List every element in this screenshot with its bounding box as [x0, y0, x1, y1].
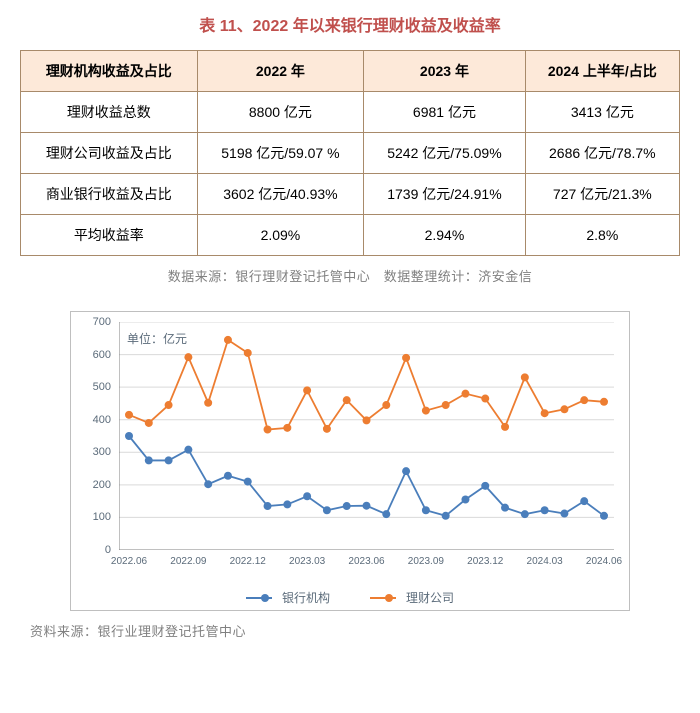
table-cell: 理财公司收益及占比: [21, 133, 198, 174]
table-cell: 平均收益率: [21, 215, 198, 256]
table-cell: 2686 亿元/78.7%: [525, 133, 679, 174]
line-chart: 单位：亿元 0100200300400500600700 2022.062022…: [70, 311, 630, 611]
table-row: 理财收益总数8800 亿元6981 亿元3413 亿元: [21, 92, 680, 133]
table-cell: 2.94%: [364, 215, 525, 256]
legend-label: 银行机构: [282, 589, 330, 606]
table-cell: 理财收益总数: [21, 92, 198, 133]
table-cell: 2.8%: [525, 215, 679, 256]
legend-label: 理财公司: [406, 589, 454, 606]
table-header-row: 理财机构收益及占比 2022 年 2023 年 2024 上半年/占比: [21, 51, 680, 92]
legend-item: 理财公司: [370, 589, 454, 606]
col-header: 理财机构收益及占比: [21, 51, 198, 92]
table-cell: 2.09%: [197, 215, 364, 256]
table-cell: 8800 亿元: [197, 92, 364, 133]
table-row: 商业银行收益及占比3602 亿元/40.93%1739 亿元/24.91%727…: [21, 174, 680, 215]
table-row: 平均收益率2.09%2.94%2.8%: [21, 215, 680, 256]
y-axis-labels: 0100200300400500600700: [71, 322, 115, 550]
table-cell: 3413 亿元: [525, 92, 679, 133]
table-source: 数据来源：银行理财登记托管中心 数据整理统计：济安金信: [20, 266, 680, 285]
col-header: 2022 年: [197, 51, 364, 92]
chart-legend: 银行机构 理财公司: [71, 588, 629, 607]
table-cell: 商业银行收益及占比: [21, 174, 198, 215]
table-cell: 6981 亿元: [364, 92, 525, 133]
table-cell: 5242 亿元/75.09%: [364, 133, 525, 174]
data-table: 理财机构收益及占比 2022 年 2023 年 2024 上半年/占比 理财收益…: [20, 50, 680, 256]
table-title: 表 11、2022 年以来银行理财收益及收益率: [20, 12, 680, 36]
col-header: 2024 上半年/占比: [525, 51, 679, 92]
table-cell: 3602 亿元/40.93%: [197, 174, 364, 215]
table-row: 理财公司收益及占比5198 亿元/59.07 %5242 亿元/75.09%26…: [21, 133, 680, 174]
table-cell: 727 亿元/21.3%: [525, 174, 679, 215]
table-cell: 1739 亿元/24.91%: [364, 174, 525, 215]
chart-plot: [119, 322, 614, 550]
col-header: 2023 年: [364, 51, 525, 92]
legend-item: 银行机构: [246, 589, 330, 606]
table-cell: 5198 亿元/59.07 %: [197, 133, 364, 174]
chart-source: 资料来源：银行业理财登记托管中心: [20, 621, 680, 640]
